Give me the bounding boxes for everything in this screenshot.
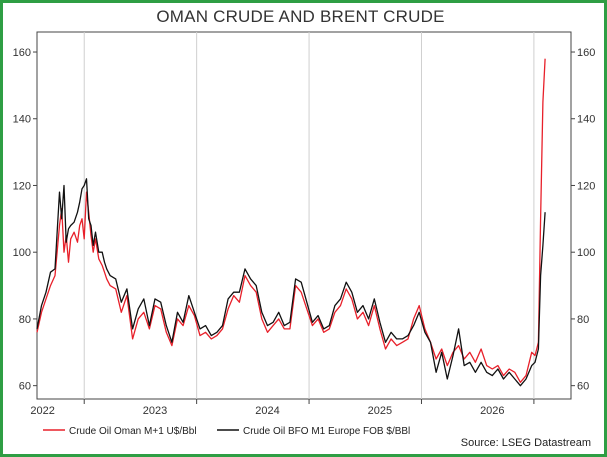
y-axis-right: 60 80 100 120 140 160 (571, 47, 595, 393)
series-lines (36, 58, 546, 387)
x-tick-label-4: 2026 (480, 405, 504, 417)
x-axis: 2022 2023 2024 2025 2026 (30, 399, 535, 417)
series-line-1 (36, 178, 546, 387)
y-tick-label-right-3: 120 (577, 180, 595, 192)
y-tick-label-right-0: 60 (577, 381, 589, 393)
y-tick-label-left-2: 100 (13, 247, 31, 259)
x-tick-label-0: 2022 (30, 405, 54, 417)
legend: Crude Oil Oman M+1 U$/Bbl Crude Oil BFO … (43, 426, 410, 437)
x-tick-label-2: 2024 (255, 405, 279, 417)
source-note: Source: LSEG Datastream (461, 437, 591, 449)
y-tick-label-left-1: 80 (19, 314, 31, 326)
y-tick-label-right-2: 100 (577, 247, 595, 259)
y-tick-label-right-4: 140 (577, 114, 595, 126)
plot-area (36, 31, 572, 400)
legend-label-oman: Crude Oil Oman M+1 U$/Bbl (69, 426, 197, 437)
y-tick-label-right-5: 160 (577, 47, 595, 59)
chart-title: OMAN CRUDE AND BRENT CRUDE (156, 7, 445, 26)
legend-label-brent: Crude Oil BFO M1 Europe FOB $/BBl (243, 426, 410, 437)
vertical-gridlines (83, 32, 535, 399)
y-tick-label-left-0: 60 (19, 381, 31, 393)
y-tick-label-left-4: 140 (13, 114, 31, 126)
y-axis-left: 60 80 100 120 140 160 (13, 47, 37, 393)
y-tick-label-left-3: 120 (13, 180, 31, 192)
x-tick-label-1: 2023 (143, 405, 167, 417)
x-tick-label-3: 2025 (368, 405, 392, 417)
y-tick-label-right-1: 80 (577, 314, 589, 326)
y-tick-label-left-5: 160 (13, 47, 31, 59)
